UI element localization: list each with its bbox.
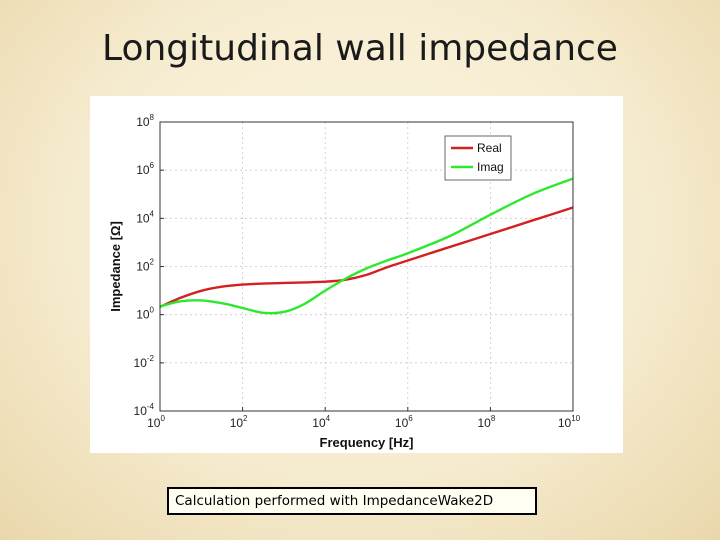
- y-tick-label: 106: [136, 161, 154, 177]
- x-tick-label: 102: [230, 414, 248, 430]
- series-line-real: [159, 206, 574, 308]
- chart-panel: 100 102 104 106 108 1010 10-4 10-2 100 102 104 106 1…: [90, 96, 623, 453]
- series-line-imag: [159, 177, 574, 315]
- y-tick-label: 104: [136, 209, 154, 225]
- y-tick-label: 10-4: [134, 402, 155, 418]
- impedance-chart: 100 102 104 106 108 1010 10-4 10-2 100 102 104 106 1…: [108, 113, 581, 450]
- y-tick-label: 10-2: [134, 354, 155, 370]
- y-axis-title: Impedance [Ω]: [108, 221, 123, 312]
- caption-box: Calculation performed with ImpedanceWake…: [167, 487, 537, 515]
- legend: Real Imag: [444, 135, 512, 181]
- legend-label-imag: Imag: [477, 160, 504, 174]
- x-tick-label: 100: [147, 414, 165, 430]
- x-tick-label: 108: [477, 414, 495, 430]
- tick-layer: 100 102 104 106 108 1010 10-4 10-2 100 102 104 106 1…: [134, 113, 581, 430]
- legend-box: [444, 135, 512, 181]
- y-tick-label: 108: [136, 113, 154, 129]
- y-tick-label: 100: [136, 306, 154, 322]
- series-layer: [159, 177, 574, 315]
- x-tick-label: 104: [312, 414, 330, 430]
- x-tick-label: 106: [395, 414, 413, 430]
- x-axis-title: Frequency [Hz]: [320, 435, 414, 450]
- legend-label-real: Real: [477, 141, 502, 155]
- y-tick-label: 102: [136, 258, 154, 274]
- x-tick-label: 1010: [558, 414, 581, 430]
- slide-title: Longitudinal wall impedance: [102, 28, 618, 69]
